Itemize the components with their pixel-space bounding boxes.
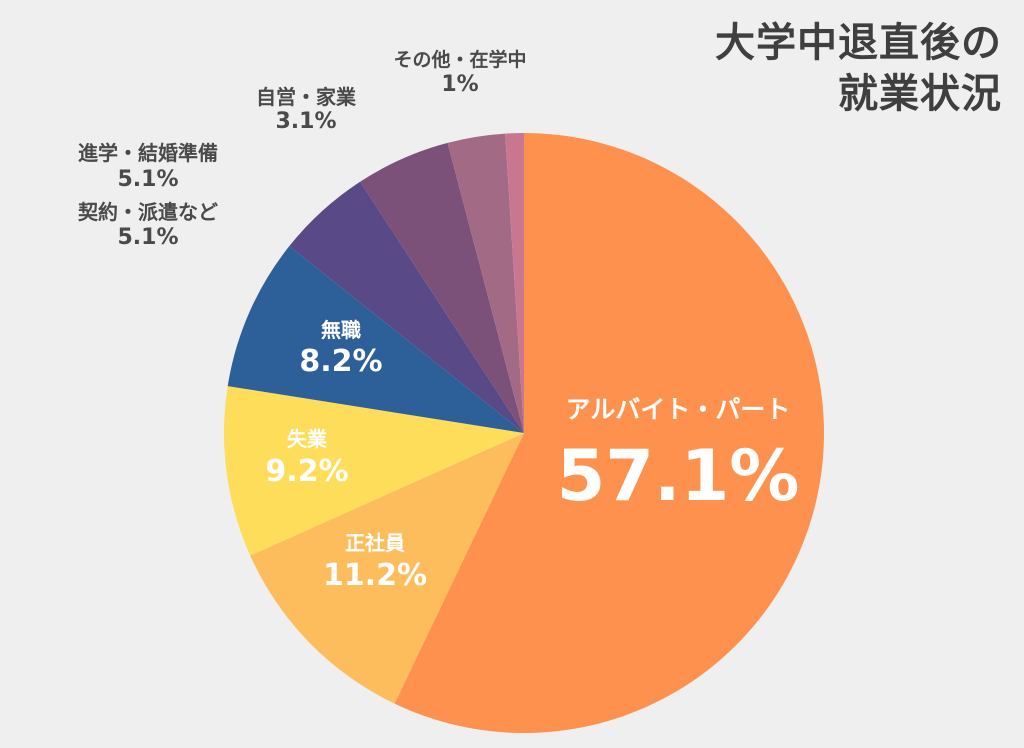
pie-slice bbox=[289, 181, 524, 433]
slice-value-label: 5.1% bbox=[117, 167, 178, 192]
pie-slice bbox=[227, 246, 525, 433]
chart-title-line-1: 大学中退直後の bbox=[715, 20, 1002, 66]
pie-slice bbox=[360, 142, 524, 434]
slice-label: 失業 bbox=[287, 427, 328, 451]
slice-value-label: 57.1% bbox=[557, 435, 800, 517]
slice-label: 無職 bbox=[321, 318, 361, 342]
slice-label: 正社員 bbox=[345, 531, 405, 555]
slice-label: 自営・家業 bbox=[256, 85, 357, 109]
slice-value-label: 1% bbox=[441, 72, 478, 97]
slice-value-label: 5.1% bbox=[117, 225, 178, 250]
pie-slice bbox=[250, 433, 525, 704]
pie-slices bbox=[223, 133, 824, 734]
slice-value-label: 3.1% bbox=[275, 109, 336, 134]
chart-title-line-2: 就業状況 bbox=[838, 71, 1002, 118]
pie-slice bbox=[394, 133, 824, 734]
slice-label: 進学・結婚準備 bbox=[78, 141, 218, 165]
slice-value-label: 9.2% bbox=[265, 454, 348, 489]
slice-label: その他・在学中 bbox=[393, 48, 526, 71]
pie-labels: アルバイト・パート 57.1% 正社員 11.2% 失業 9.2% 無職8.2% 契約・派遣な… bbox=[77, 48, 799, 593]
pie-slice bbox=[505, 133, 524, 433]
slice-label: アルバイト・パート bbox=[566, 395, 791, 424]
pie-slice bbox=[447, 133, 524, 433]
slice-value-label: 11.2% bbox=[323, 558, 427, 593]
slice-label: 契約・派遣など bbox=[77, 200, 218, 224]
pie-slice bbox=[223, 386, 524, 556]
slice-value-label: 8.2% bbox=[299, 344, 382, 379]
chart-title: 大学中退直後の 就業状況 bbox=[715, 18, 1002, 120]
